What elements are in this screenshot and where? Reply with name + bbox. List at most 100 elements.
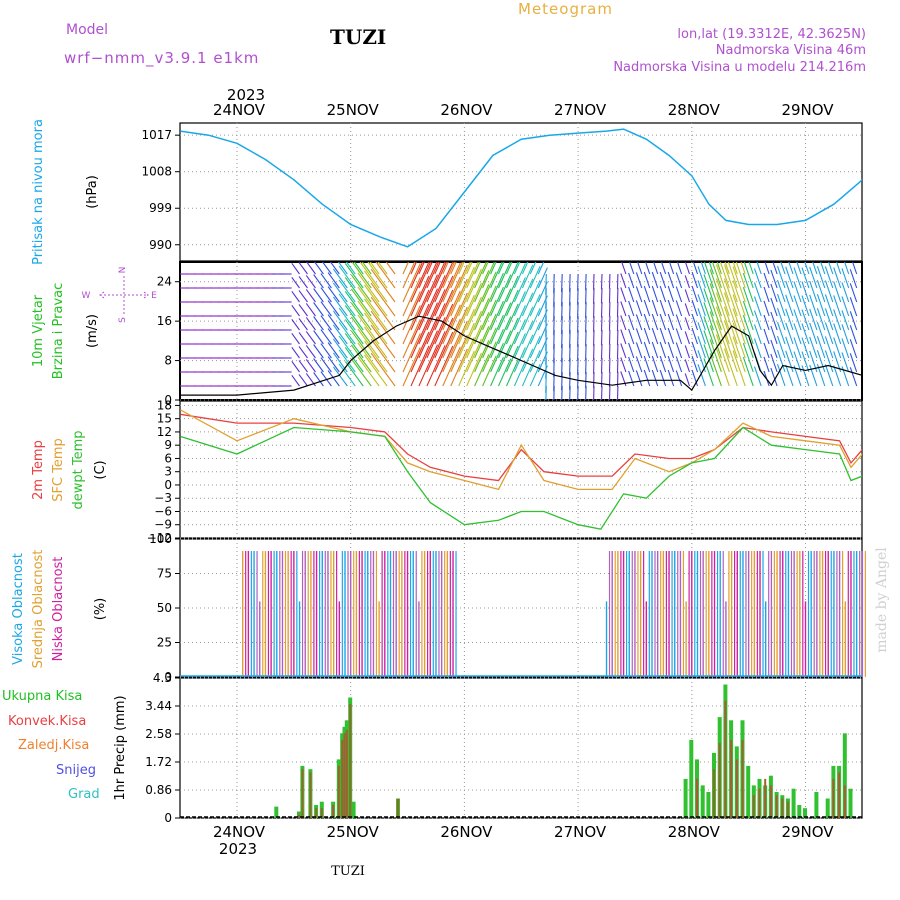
wind-arrow [628, 300, 635, 317]
wind-arrow [505, 262, 519, 289]
wind-arrow [298, 276, 308, 289]
top-date-3: 27NOV [554, 101, 607, 119]
elevation-text: Nadmorska Visina 46m [716, 43, 866, 58]
wind-arrow [849, 367, 858, 387]
wind-arrow [635, 300, 643, 317]
wind-arrow [676, 262, 683, 275]
precip-conv-bar [832, 778, 835, 818]
precip-total-bar [746, 765, 751, 818]
wind-arrow [410, 303, 430, 345]
wind-arrow [370, 310, 396, 345]
precip-ticklabel-1: 3.44 [145, 699, 172, 713]
top-date-2: 26NOV [440, 101, 493, 119]
wind-arrow [458, 350, 475, 387]
wind-arrow [804, 262, 810, 275]
wind-arrow [545, 385, 547, 400]
wind-arrow [344, 263, 364, 289]
precip-conv-bar [838, 772, 841, 818]
wind-arrow [684, 359, 691, 373]
wind-arrow [529, 265, 541, 289]
wind-arrow [458, 280, 475, 317]
wind-arrow [298, 290, 308, 303]
precip-conv-bar [781, 798, 784, 818]
wind-arrow [635, 370, 643, 387]
wind-arrow [466, 338, 482, 373]
wind-arrow [370, 268, 396, 303]
wind-arrow [298, 304, 308, 317]
wind-arrow [338, 293, 356, 317]
wind-arrow [505, 359, 519, 387]
wind-arrow [776, 279, 786, 303]
wind-arrow [458, 322, 475, 359]
wind-arrow [776, 349, 786, 373]
wind-arrow [426, 345, 446, 387]
wind-arrow [653, 262, 659, 275]
wind-arrow [332, 282, 348, 303]
wind-arrow [635, 356, 643, 373]
wind-arrow [344, 347, 364, 373]
wind-arrow [402, 262, 409, 275]
wind-arrow [305, 289, 316, 303]
wind-arrow [442, 332, 461, 373]
precip-total-bar [706, 792, 711, 818]
wind-arrow [305, 275, 316, 289]
wind-arrow [753, 282, 762, 303]
wind-arrow [709, 311, 722, 345]
precip-ticklabel-3: 1.72 [145, 755, 172, 769]
wind-arrow [809, 294, 818, 317]
wind-arrow [715, 306, 730, 345]
temp-label-2m: 2m Temp [31, 440, 46, 500]
wind-arrow [753, 296, 762, 317]
precip-conv-bar [724, 700, 727, 818]
wind-arrow [770, 367, 778, 387]
wind-arrow [643, 271, 651, 289]
station-title: TUZI [330, 25, 386, 49]
pressure-ticklabel-2: 999 [149, 201, 172, 215]
wind-arrow [410, 289, 430, 331]
wind-arrow [824, 308, 834, 331]
wind-arrow [332, 296, 348, 317]
wind-arrow [719, 262, 730, 289]
wind-arrow [327, 356, 340, 373]
precip-total-bar [848, 788, 853, 818]
precip-bars [180, 684, 862, 818]
wind-arrow [585, 315, 587, 333]
wind-ticklabel-0: 24 [157, 275, 172, 289]
wind-arrow [361, 262, 372, 275]
wind-arrow [628, 342, 635, 359]
wind-arrow [732, 294, 746, 331]
wind-arrow [753, 268, 762, 289]
precip-total-bar [700, 785, 705, 818]
wind-arrow [332, 324, 348, 345]
wind-arrow [291, 276, 300, 289]
precip-conv-bar [718, 743, 721, 818]
wind-arrow [291, 318, 300, 331]
wind-arrow [402, 263, 421, 303]
wind-arrow [742, 315, 754, 345]
wind-arrow [841, 268, 850, 289]
wind-arrow [482, 262, 495, 289]
precip-ticklabel-5: 0 [164, 811, 172, 825]
wind-arrow [350, 288, 372, 317]
wind-arrow [513, 263, 526, 289]
wind-arrow [466, 310, 482, 345]
wind-arrow [691, 285, 699, 303]
wind-arrow [364, 354, 388, 387]
wind-arrow [684, 275, 691, 289]
wind-arrow [305, 317, 316, 331]
precip-conv-bar [713, 769, 715, 818]
wind-arrow [849, 339, 858, 359]
wind-arrow [344, 319, 364, 345]
wind-arrow [715, 348, 730, 387]
legend-ukupna: Ukupna Kisa [2, 689, 82, 704]
wind-arrow [410, 262, 430, 303]
wind-arrow [434, 262, 454, 303]
wind-arrow [426, 331, 446, 373]
wind-arrow [801, 337, 810, 359]
precip-conv-bar [337, 765, 340, 818]
wind-arrow [816, 308, 826, 331]
wind-arrow [426, 262, 446, 303]
wind-arrow [651, 313, 659, 331]
wind-ticklabel-1: 16 [157, 314, 172, 328]
precip-total-bar [797, 805, 802, 818]
